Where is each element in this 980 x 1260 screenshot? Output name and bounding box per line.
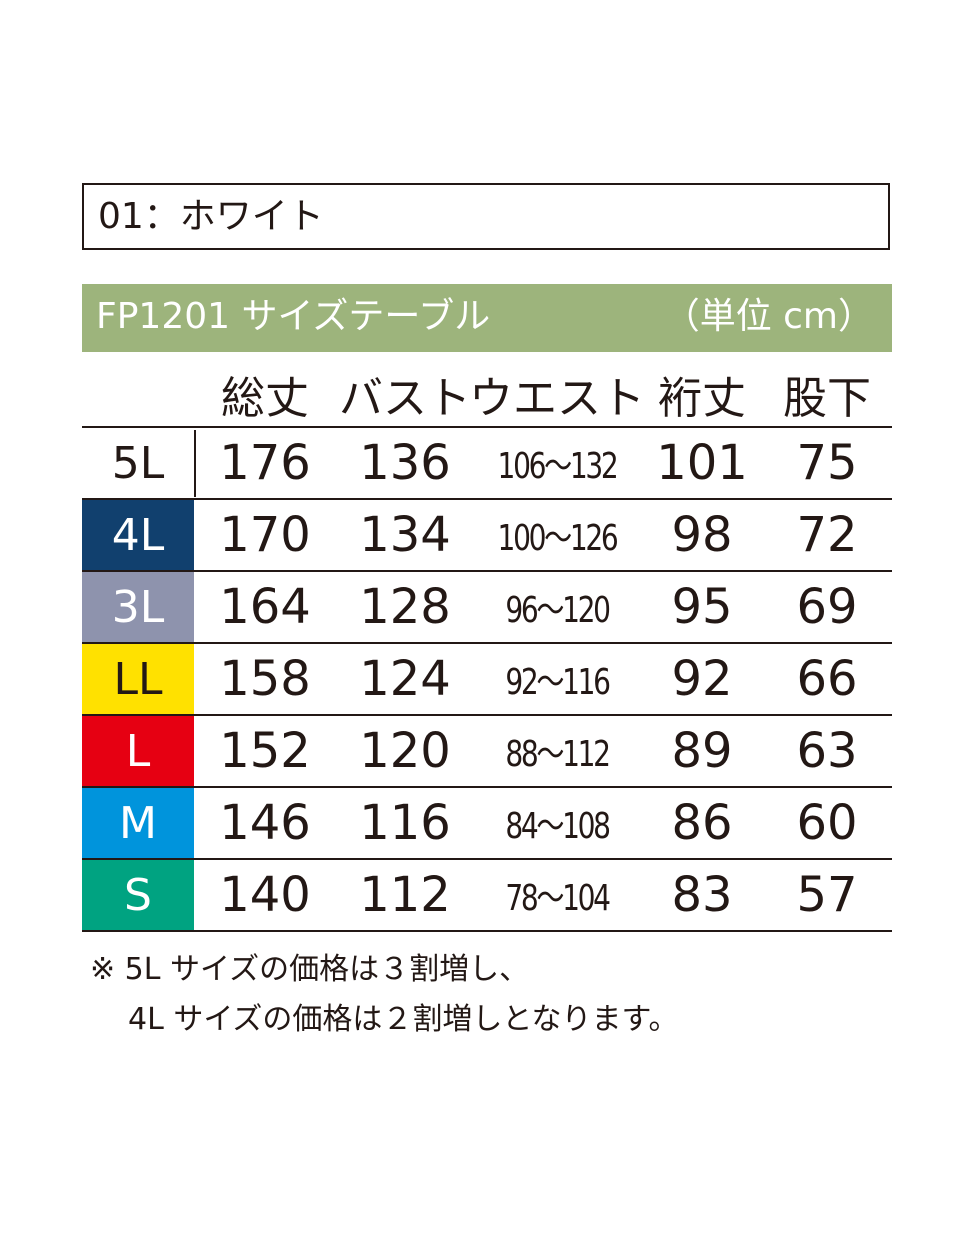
inseam-value: 75 (796, 435, 858, 491)
header-bust: バスト (339, 373, 471, 424)
sleeve-value: 101 (656, 435, 748, 491)
header-waist: ウエスト (469, 373, 645, 424)
size-cell: 3L (82, 572, 194, 642)
inseam-value: 57 (796, 867, 858, 923)
waist-value: 92～116 (505, 662, 611, 703)
size-cell: M (82, 788, 194, 858)
total-length-value: 140 (219, 867, 311, 923)
sleeve-value: 86 (671, 795, 733, 851)
table-row: 3L 164 128 96～120 95 69 (82, 572, 892, 644)
size-column-divider (194, 430, 196, 497)
table-row: 4L 170 134 100～126 98 72 (82, 500, 892, 572)
waist-value: 100～126 (497, 518, 619, 559)
size-cell: 4L (82, 500, 194, 570)
total-length-value: 158 (219, 651, 311, 707)
waist-value: 88～112 (505, 734, 611, 775)
waist-value: 78～104 (505, 878, 611, 919)
table-row: S 140 112 78～104 83 57 (82, 860, 892, 932)
header-total-length: 総丈 (221, 373, 309, 424)
size-cell: S (82, 860, 194, 930)
table-header-row: 総丈 バスト ウエスト 裄丈 股下 (82, 362, 892, 426)
color-label-box: 01：ホワイト (82, 183, 890, 250)
waist-value: 84～108 (505, 806, 611, 847)
size-cell: LL (82, 644, 194, 714)
waist-value: 96～120 (505, 590, 611, 631)
inseam-value: 63 (796, 723, 858, 779)
total-length-value: 164 (219, 579, 311, 635)
inseam-value: 72 (796, 507, 858, 563)
header-sleeve: 裄丈 (658, 373, 746, 424)
sleeve-value: 89 (671, 723, 733, 779)
total-length-value: 152 (219, 723, 311, 779)
table-row: LL 158 124 92～116 92 66 (82, 644, 892, 716)
bust-value: 120 (359, 723, 451, 779)
table-top-rule (82, 426, 892, 428)
size-cell: L (82, 716, 194, 786)
header-inseam: 股下 (783, 373, 871, 424)
waist-value: 106～132 (497, 446, 619, 487)
bust-value: 112 (359, 867, 451, 923)
table-row: M 146 116 84～108 86 60 (82, 788, 892, 860)
sleeve-value: 98 (671, 507, 733, 563)
bust-value: 128 (359, 579, 451, 635)
total-length-value: 170 (219, 507, 311, 563)
inseam-value: 66 (796, 651, 858, 707)
sleeve-value: 92 (671, 651, 733, 707)
bust-value: 134 (359, 507, 451, 563)
inseam-value: 60 (796, 795, 858, 851)
color-label: 01：ホワイト (98, 196, 324, 237)
table-title-bar: FP1201 サイズテーブル （単位 cm） (82, 284, 892, 352)
table-title: FP1201 サイズテーブル (96, 296, 491, 337)
bust-value: 124 (359, 651, 451, 707)
table-row: L 152 120 88～112 89 63 (82, 716, 892, 788)
total-length-value: 146 (219, 795, 311, 851)
table-unit: （単位 cm） (663, 296, 874, 337)
table-row: 5L 176 136 106～132 101 75 (82, 428, 892, 500)
total-length-value: 176 (219, 435, 311, 491)
bust-value: 116 (359, 795, 451, 851)
inseam-value: 69 (796, 579, 858, 635)
bust-value: 136 (359, 435, 451, 491)
price-note-5l: ※ 5L サイズの価格は３割増し、 (90, 952, 530, 987)
price-note-4l: 4L サイズの価格は２割増しとなります。 (128, 1002, 679, 1037)
size-cell: 5L (82, 428, 194, 498)
sleeve-value: 95 (671, 579, 733, 635)
sleeve-value: 83 (671, 867, 733, 923)
